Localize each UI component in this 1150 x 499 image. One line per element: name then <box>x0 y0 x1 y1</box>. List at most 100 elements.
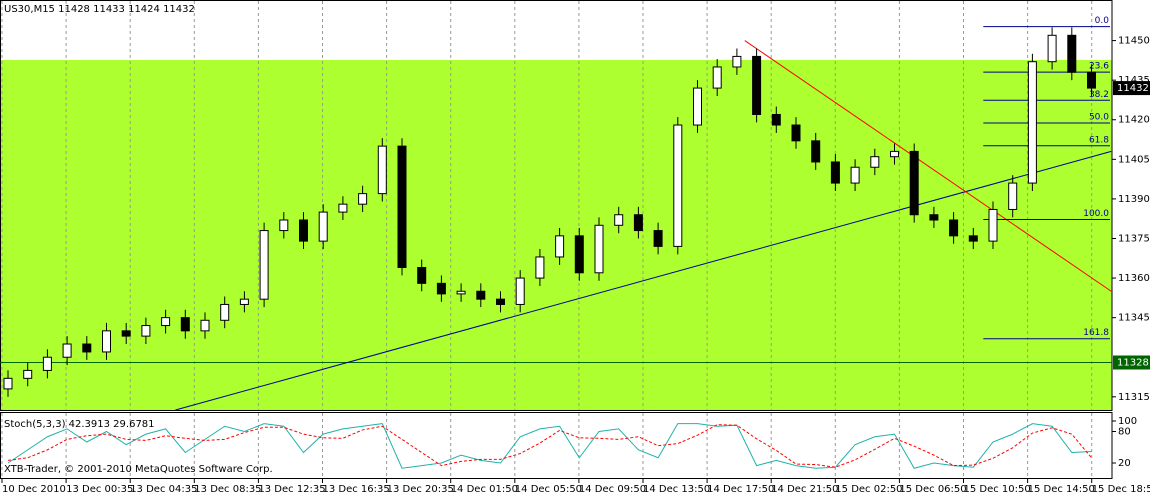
price-label: 11432 <box>1117 83 1149 94</box>
x-tick-label: 15 Dec 10:50 <box>964 484 1031 495</box>
candle-body <box>23 369 33 379</box>
x-tick-label: 10 Dec 2010 <box>2 484 66 495</box>
candle-body <box>417 267 427 284</box>
stoch-main <box>7 423 1092 469</box>
y-tick-label: 11315 <box>1118 392 1150 403</box>
y-tick-label: 11345 <box>1118 313 1150 324</box>
candle-body <box>121 330 131 337</box>
y-tick-label: 11390 <box>1118 194 1150 205</box>
candle-body <box>42 356 52 371</box>
candle-body <box>318 211 328 242</box>
x-tick-label: 13 Dec 00:35 <box>66 484 133 495</box>
candle-body <box>515 277 525 305</box>
candle-body <box>436 282 446 295</box>
candle-body <box>712 66 722 89</box>
x-tick-label: 14 Dec 17:50 <box>707 484 774 495</box>
candle-body <box>1087 71 1096 89</box>
candle-body <box>161 317 171 327</box>
candle-body <box>594 224 604 274</box>
candle-body <box>200 319 210 332</box>
x-tick-label: 15 Dec 18:50 <box>1092 484 1150 495</box>
main-frame <box>0 0 1113 411</box>
candle-body <box>949 219 959 237</box>
x-tick-label: 14 Dec 01:50 <box>451 484 518 495</box>
fibo-label: 0.0 <box>1095 16 1110 26</box>
y-tick-label: 11375 <box>1118 233 1150 244</box>
y-tick-label: 11405 <box>1118 154 1150 165</box>
candle-body <box>929 214 939 221</box>
candle-body <box>377 145 387 195</box>
candle-body <box>1027 61 1037 184</box>
x-tick-label: 13 Dec 12:35 <box>258 484 325 495</box>
x-tick-label: 14 Dec 05:50 <box>515 484 582 495</box>
candle-body <box>791 124 801 142</box>
plot-fill <box>0 60 1112 410</box>
candle-body <box>673 124 683 247</box>
candle-body <box>259 230 269 300</box>
candle-body <box>535 256 545 279</box>
candle-body <box>870 156 880 168</box>
fibo-label: 161.8 <box>1083 328 1109 338</box>
stoch-tick-label: 20 <box>1118 458 1131 469</box>
h-line-box <box>1113 355 1150 370</box>
footer: XTB-Trader, © 2001-2010 MetaQuotes Softw… <box>4 464 273 475</box>
candle-body <box>614 214 624 226</box>
candle-body <box>1047 34 1057 63</box>
x-tick-label: 14 Dec 09:50 <box>579 484 646 495</box>
candle-body <box>771 113 781 126</box>
x-tick-label: 13 Dec 04:35 <box>130 484 197 495</box>
candle-body <box>62 343 72 358</box>
candle-body <box>811 140 821 163</box>
candle-body <box>239 298 249 305</box>
x-tick-label: 13 Dec 20:35 <box>387 484 454 495</box>
candle-body <box>909 150 919 216</box>
candle-body <box>496 298 505 305</box>
candle-body <box>555 235 565 258</box>
x-tick-label: 15 Dec 02:50 <box>835 484 902 495</box>
y-tick-label: 11420 <box>1118 115 1150 126</box>
candle-body <box>633 214 643 232</box>
stoch-label: Stoch(5,3,3) 42.3913 29.6781 <box>4 419 155 430</box>
candle-body <box>968 235 978 242</box>
candle-body <box>890 150 899 158</box>
price-box <box>1113 81 1150 96</box>
candle-body <box>693 87 702 126</box>
y-tick-label: 11435 <box>1118 75 1150 86</box>
y-tick-label: 11450 <box>1118 36 1150 47</box>
y-tick-label: 11360 <box>1118 273 1150 284</box>
x-tick-label: 15 Dec 06:50 <box>899 484 966 495</box>
candle-body <box>299 219 308 242</box>
candle-body <box>456 290 466 295</box>
candle-body <box>1008 182 1018 210</box>
candle-body <box>82 343 92 353</box>
candle-body <box>279 219 289 232</box>
trendline <box>175 150 1112 411</box>
h-line-label: 11328 <box>1117 358 1149 369</box>
x-tick-label: 13 Dec 16:35 <box>323 484 390 495</box>
candle-body <box>338 203 348 213</box>
candle-body <box>850 166 860 184</box>
grid <box>1 1 1093 478</box>
candle-body <box>1067 34 1077 73</box>
fibo-label: 100.0 <box>1083 209 1109 219</box>
candle-body <box>752 55 762 115</box>
fibo-label: 61.8 <box>1089 135 1109 145</box>
x-tick-label: 15 Dec 14:50 <box>1028 484 1095 495</box>
candle-body <box>141 325 151 337</box>
candle-body <box>220 303 230 321</box>
candle-body <box>830 161 840 184</box>
x-tick-label: 14 Dec 13:50 <box>643 484 710 495</box>
x-tick-label: 13 Dec 08:35 <box>194 484 261 495</box>
trendline <box>744 40 1112 292</box>
candle-body <box>653 230 663 247</box>
candle-body <box>102 330 111 353</box>
candle-body <box>358 193 368 205</box>
fibo-label: 50.0 <box>1089 113 1109 123</box>
candle-body <box>3 377 13 390</box>
fibo-label: 38.2 <box>1089 90 1109 100</box>
stoch-tick-label: 80 <box>1118 427 1131 438</box>
candle-body <box>180 317 190 332</box>
candle-body <box>574 235 584 274</box>
